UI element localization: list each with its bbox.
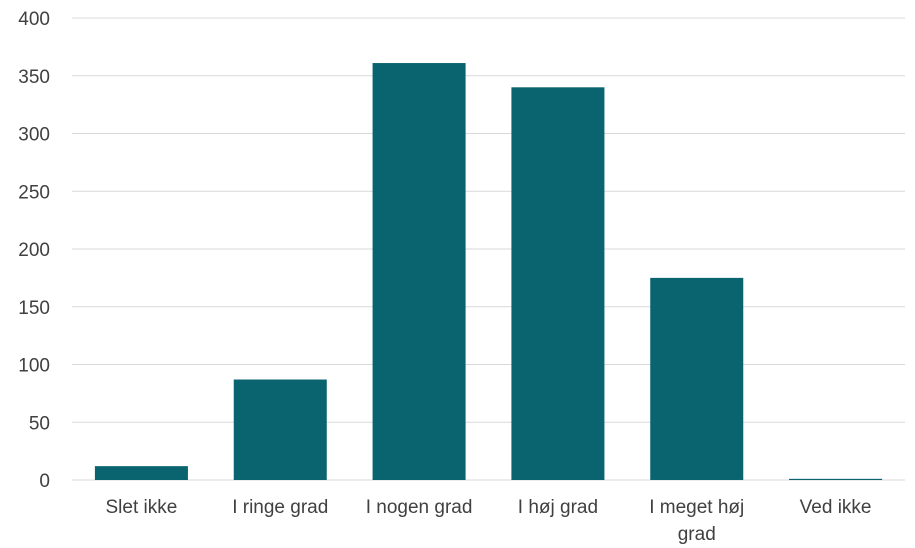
y-tick-label: 300 bbox=[18, 125, 50, 146]
y-tick-label: 400 bbox=[18, 9, 50, 30]
x-category-label-line: I meget høj bbox=[649, 497, 744, 518]
y-tick-label: 200 bbox=[18, 240, 50, 261]
x-category-label: I meget høj grad bbox=[649, 497, 744, 545]
x-axis-labels: Slet ikke I ringe grad I nogen grad I høj g… bbox=[106, 497, 872, 545]
x-category-label: I ringe grad bbox=[232, 497, 328, 518]
x-category-label: I høj grad bbox=[518, 497, 598, 518]
y-tick-label: 150 bbox=[18, 298, 50, 319]
x-category-label-line: grad bbox=[678, 524, 716, 545]
bar-3 bbox=[511, 87, 605, 481]
x-category-label-line: I ringe grad bbox=[232, 497, 328, 518]
y-axis-ticks: 0 50 100 150 200 250 300 350 400 bbox=[18, 9, 50, 492]
gridlines bbox=[72, 17, 905, 481]
bar-0 bbox=[94, 466, 188, 480]
x-category-label-line: Ved ikke bbox=[800, 497, 872, 518]
y-tick-label: 250 bbox=[18, 182, 50, 203]
bar-2 bbox=[372, 63, 466, 481]
x-category-label-line: I høj grad bbox=[518, 497, 598, 518]
y-tick-label: 350 bbox=[18, 67, 50, 88]
x-category-label-line: I nogen grad bbox=[366, 497, 473, 518]
y-tick-label: 50 bbox=[29, 413, 50, 434]
x-category-label: I nogen grad bbox=[366, 497, 473, 518]
bar-4 bbox=[650, 277, 744, 480]
y-tick-label: 0 bbox=[39, 471, 50, 492]
bar-5 bbox=[789, 478, 883, 480]
x-category-label: Slet ikke bbox=[106, 497, 178, 518]
y-tick-label: 100 bbox=[18, 356, 50, 377]
bar-1 bbox=[233, 379, 327, 480]
x-category-label-line: Slet ikke bbox=[106, 497, 178, 518]
x-category-label: Ved ikke bbox=[800, 497, 872, 518]
bars bbox=[94, 63, 883, 481]
